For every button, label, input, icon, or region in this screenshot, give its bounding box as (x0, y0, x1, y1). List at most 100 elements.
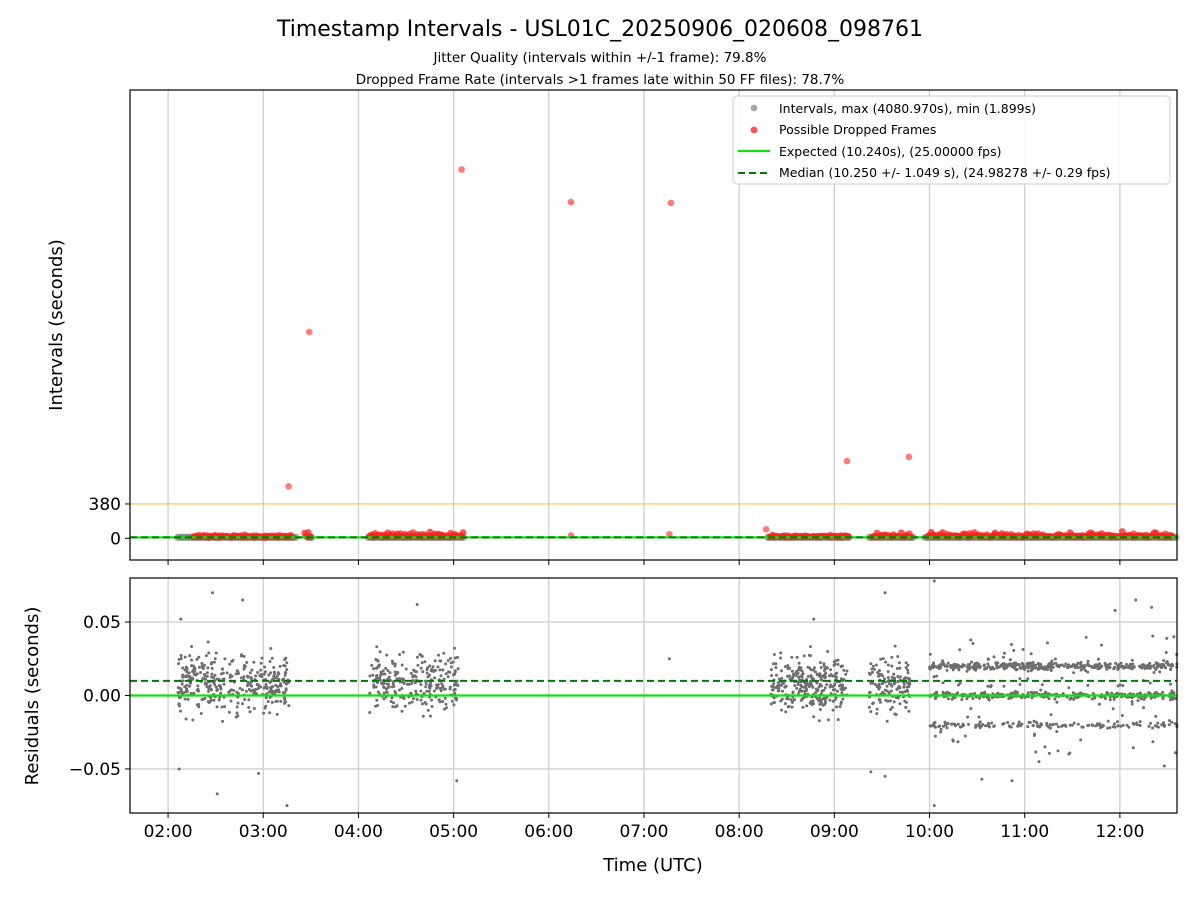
residual-point (776, 681, 780, 685)
residual-point (1099, 643, 1103, 647)
residual-point (177, 662, 181, 666)
residual-point (1170, 689, 1174, 693)
residual-point (986, 684, 990, 688)
residual-outlier (1010, 779, 1014, 783)
residual-point (1023, 695, 1027, 699)
residual-point (234, 715, 238, 719)
residual-point (871, 681, 875, 685)
residual-point (1135, 721, 1139, 725)
residual-point (404, 667, 408, 671)
residual-point (792, 673, 796, 677)
residual-point (1130, 667, 1134, 671)
x-tick-label-08:00: 08:00 (715, 822, 764, 842)
residual-point (966, 715, 970, 719)
residual-point (1161, 690, 1165, 694)
residual-point (779, 683, 783, 687)
residual-point (1168, 682, 1172, 686)
residual-point (1124, 662, 1128, 666)
residual-point (409, 671, 413, 675)
residual-point (1067, 752, 1071, 756)
residual-point (790, 705, 794, 709)
residual-point (1167, 719, 1171, 723)
residual-point (835, 705, 839, 709)
residual-point (258, 673, 262, 677)
residual-point (1164, 650, 1168, 654)
legend-intervals-label: Intervals, max (4080.970s), min (1.899s) (779, 101, 1036, 116)
residual-point (806, 674, 810, 678)
residual-point (247, 706, 251, 710)
residual-point (391, 661, 395, 665)
residual-point (1138, 724, 1142, 728)
dropped-frame-outlier (285, 483, 292, 490)
residual-point (890, 684, 894, 688)
residual-point (1142, 706, 1146, 710)
residual-point (1033, 691, 1037, 695)
residual-point (886, 670, 890, 674)
residual-point (425, 668, 429, 672)
residual-point (838, 705, 842, 709)
residual-point (213, 683, 217, 687)
residual-point (785, 697, 789, 701)
residual-point (189, 691, 193, 695)
residual-point (931, 666, 935, 670)
residual-point (284, 688, 288, 692)
residual-point (1106, 726, 1110, 730)
residual-point (183, 685, 187, 689)
residual-point (1027, 720, 1031, 724)
residual-point (411, 674, 415, 678)
residual-point (906, 668, 910, 672)
residual-point (426, 708, 430, 712)
residual-point (238, 686, 242, 690)
residual-point (204, 654, 208, 658)
residual-point (836, 658, 840, 662)
residual-point (971, 642, 975, 646)
residual-point (247, 698, 251, 702)
residual-point (190, 658, 194, 662)
residual-point (275, 712, 279, 716)
residual-point (795, 655, 799, 659)
residual-point (802, 654, 806, 658)
residual-outlier (1037, 760, 1041, 764)
residual-point (1055, 664, 1059, 668)
residual-point (987, 665, 991, 669)
residual-point (438, 668, 442, 672)
residual-point (1073, 695, 1077, 699)
residual-point (832, 663, 836, 667)
residual-point (1106, 719, 1110, 723)
residual-point (433, 659, 437, 663)
residual-point (769, 702, 773, 706)
residual-point (414, 670, 418, 674)
residual-point (890, 664, 894, 668)
residual-point (1069, 697, 1073, 701)
residual-point (823, 686, 827, 690)
residual-point (1118, 683, 1122, 687)
residual-point (801, 705, 805, 709)
residual-point (1151, 740, 1155, 744)
residual-point (382, 697, 386, 701)
intervals-plot-frame (129, 89, 1178, 561)
residual-point (906, 663, 910, 667)
residual-point (877, 698, 881, 702)
residual-point (893, 644, 897, 648)
residual-point (949, 665, 953, 669)
residual-point (199, 711, 203, 715)
residual-point (808, 701, 812, 705)
residual-point (453, 670, 457, 674)
residual-point (1127, 664, 1131, 668)
residual-point (817, 719, 821, 723)
residual-point (903, 699, 907, 703)
residual-point (444, 662, 448, 666)
residual-point (272, 665, 276, 669)
residual-point (444, 702, 448, 706)
residual-point (397, 676, 401, 680)
residual-point (843, 686, 847, 690)
residual-point (1166, 663, 1170, 667)
residual-point (794, 673, 798, 677)
residual-point (199, 670, 203, 674)
residual-point (186, 697, 190, 701)
residual-point (793, 684, 797, 688)
residual-point (246, 680, 250, 684)
residual-point (944, 723, 948, 727)
residual-point (1002, 722, 1006, 726)
